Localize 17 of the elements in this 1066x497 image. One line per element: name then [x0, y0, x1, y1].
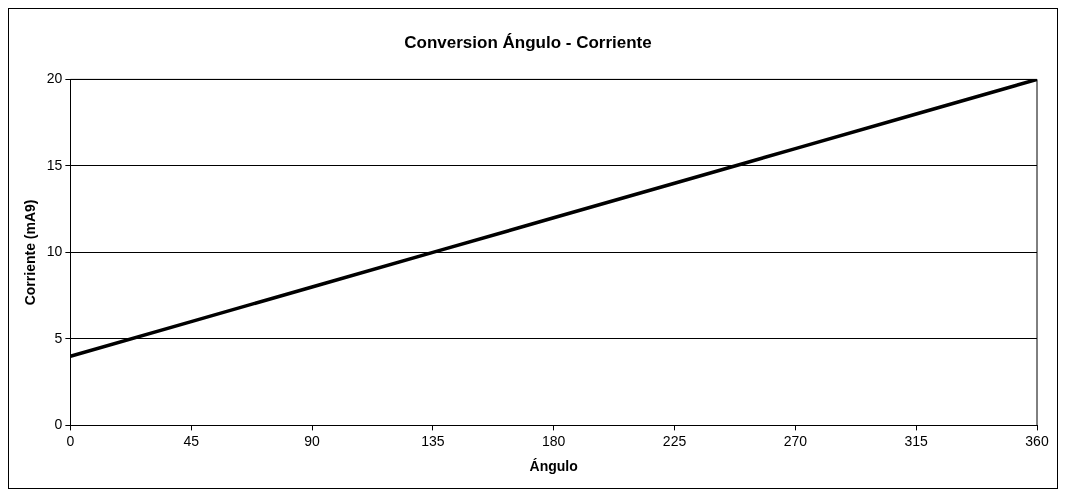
y-tick-label: 20 [46, 70, 63, 87]
x-tick-label: 270 [783, 432, 808, 449]
x-tick-label: 90 [304, 432, 321, 449]
y-tick-label: 15 [46, 156, 63, 173]
x-tick-label: 360 [1025, 432, 1049, 449]
y-tick-label: 10 [46, 243, 63, 260]
x-tick-label: 0 [66, 432, 75, 449]
x-tick-label: 45 [183, 432, 200, 449]
x-tick-label: 135 [421, 432, 445, 449]
chart-title: Conversion Ángulo - Corriente [404, 32, 652, 52]
x-tick-label: 225 [662, 432, 687, 449]
x-axis-title: Ángulo [529, 458, 578, 475]
y-axis-title: Corriente (mA9) [22, 199, 39, 306]
y-tick-label: 5 [54, 329, 63, 346]
x-tick-label: 180 [542, 432, 566, 449]
y-tick-label: 0 [54, 416, 63, 433]
x-tick-label: 315 [904, 432, 929, 449]
